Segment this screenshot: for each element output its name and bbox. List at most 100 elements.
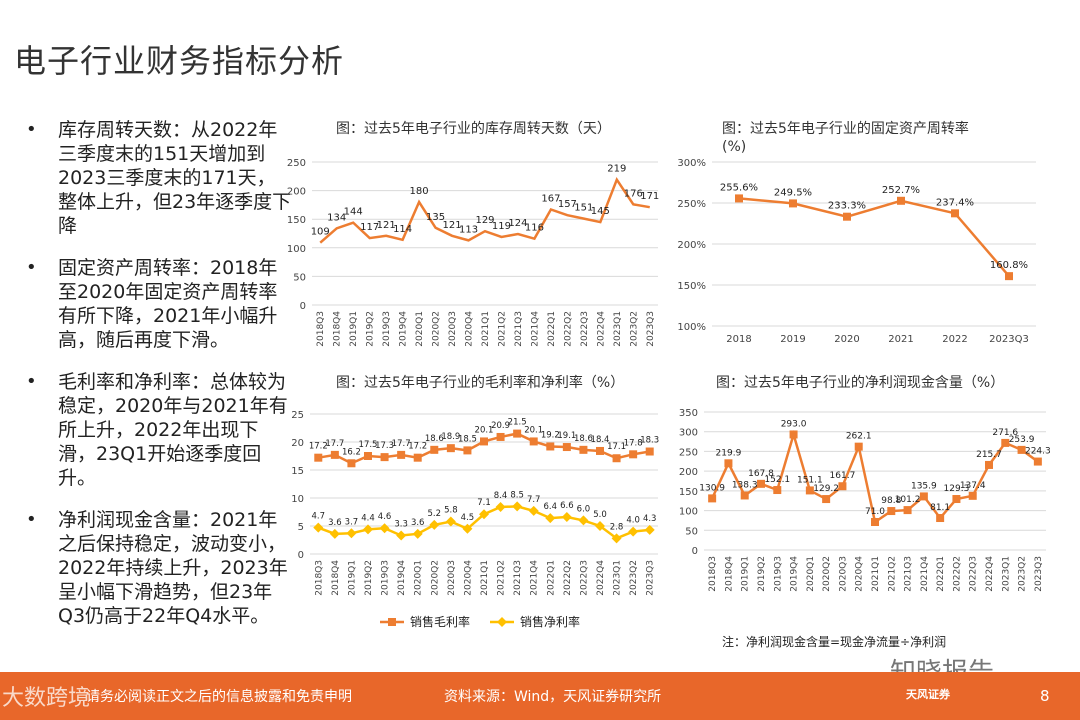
x-tick-label: 2023Q2 <box>629 560 639 596</box>
series-line <box>738 197 1010 277</box>
data-point <box>951 209 959 218</box>
data-point <box>952 495 961 504</box>
x-tick-label: 2019Q4 <box>790 556 800 592</box>
data-point <box>724 459 733 468</box>
x-tick-label: 2022Q1 <box>546 560 556 596</box>
data-point <box>463 446 472 455</box>
x-tick-label: 2020Q3 <box>838 556 848 592</box>
x-tick-label: 2020Q2 <box>430 560 440 596</box>
x-tick-label: 2020Q2 <box>432 311 442 347</box>
data-point <box>479 509 489 520</box>
x-tick-label: 2021 <box>888 334 913 345</box>
x-tick-label: 2021Q3 <box>904 556 914 592</box>
data-point <box>708 494 717 503</box>
x-tick-label: 2019Q3 <box>382 311 392 347</box>
watermark-left: 大数跨境 <box>2 686 91 711</box>
x-tick-label: 2022Q2 <box>563 560 573 596</box>
x-tick-label: 2019Q3 <box>381 560 391 596</box>
data-label: 167.8 <box>748 469 774 479</box>
x-tick-label: 2018Q4 <box>331 560 341 596</box>
data-label: 6.0 <box>577 504 591 514</box>
x-tick-label: 2021Q4 <box>530 560 540 596</box>
chart-margin-title: 图：过去5年电子行业的毛利率和净利率（%） <box>336 375 625 391</box>
legend-label: 销售净利率 <box>520 614 580 629</box>
bullet-text: 毛利率和净利率：总体较为稳定，2020年与2021年有所上升，2022年出现下滑… <box>58 371 288 489</box>
x-tick-label: 2023Q3 <box>646 311 656 347</box>
data-label: 119 <box>492 221 511 232</box>
x-tick-label: 2023Q2 <box>629 311 639 347</box>
data-label: 81.1 <box>930 503 950 513</box>
data-label: 124 <box>508 218 527 229</box>
data-point <box>897 196 905 205</box>
data-label: 224.3 <box>1025 447 1051 457</box>
chart-cash-title: 图：过去5年电子行业的净利润现金含量（%） <box>716 375 1005 391</box>
data-point <box>611 533 622 544</box>
chart-title-line2: (%) <box>722 139 747 155</box>
y-tick-label: 250% <box>677 199 706 210</box>
y-tick-label: 350 <box>679 408 698 419</box>
x-tick-label: 2019Q2 <box>366 311 376 347</box>
x-tick-label: 2023Q1 <box>1001 556 1011 592</box>
data-point <box>628 526 639 537</box>
data-label: 167 <box>541 193 560 204</box>
data-point <box>495 501 506 512</box>
x-tick-label: 2021Q4 <box>920 556 930 592</box>
bullet-dot: • <box>26 119 37 140</box>
bullet-margins: • 毛利率和净利率：总体较为稳定，2020年与2021年有所上升，2022年出现… <box>22 370 294 490</box>
data-point <box>919 492 928 501</box>
bullet-dot: • <box>26 509 37 530</box>
y-tick-label: 50 <box>293 272 306 283</box>
y-tick-label: 300% <box>677 158 706 169</box>
data-point <box>887 507 896 516</box>
data-point <box>380 453 389 462</box>
data-label: 101.2 <box>895 495 921 505</box>
data-label: 171 <box>640 191 659 202</box>
data-label: 262.1 <box>846 432 872 442</box>
data-label: 18.4 <box>591 435 610 445</box>
data-label: 17.1 <box>607 442 626 452</box>
data-label: 18.6 <box>425 434 444 444</box>
data-label: 129.2 <box>813 484 839 494</box>
data-point <box>936 514 945 523</box>
x-tick-label: 2022Q4 <box>596 311 606 347</box>
data-label: 7.1 <box>477 498 491 508</box>
data-label: 151.1 <box>797 475 823 485</box>
x-tick-label: 2023Q2 <box>1018 556 1028 592</box>
x-tick-label: 2022Q3 <box>580 311 590 347</box>
data-label: 253.9 <box>1009 435 1035 445</box>
x-tick-label: 2020Q3 <box>447 560 457 596</box>
data-label: 151 <box>574 203 593 214</box>
x-tick-label: 2020Q1 <box>415 311 425 347</box>
chart-gross-net-margin: 0 5 10 15 20 25 2018Q3 2018Q4 2019Q1 2019Q2 2019Q3… <box>291 410 659 629</box>
data-label: 121 <box>443 220 462 231</box>
data-point <box>446 444 455 453</box>
data-point <box>871 518 879 527</box>
x-tick-label: 2020Q4 <box>855 556 865 592</box>
data-label: 20.1 <box>524 425 543 435</box>
data-label: 20.1 <box>475 425 494 435</box>
data-point <box>346 528 357 539</box>
data-point <box>379 523 390 534</box>
data-point <box>329 528 340 539</box>
x-tick-label: 2020Q1 <box>414 560 424 596</box>
x-tick-label: 2020Q1 <box>806 556 816 592</box>
data-label: 145 <box>591 206 610 217</box>
legend-label: 销售毛利率 <box>410 614 470 629</box>
data-label: 8.4 <box>494 491 508 501</box>
data-label: 17.2 <box>309 442 328 452</box>
bullet-inventory: • 库存周转天数：从2022年三季度末的151天增加到2023三季度末的171天… <box>22 118 294 238</box>
x-tick-label: 2019Q2 <box>364 560 374 596</box>
data-label: 17.3 <box>375 441 394 451</box>
data-label: 160.8% <box>990 260 1028 271</box>
data-point <box>513 429 522 438</box>
data-point <box>629 450 638 459</box>
data-label: 18.9 <box>441 432 460 442</box>
data-label: 16.2 <box>342 447 361 457</box>
data-label: 3.7 <box>345 517 359 527</box>
x-tick-label: 2019Q2 <box>757 556 767 592</box>
x-tick-label: 2020Q4 <box>465 311 475 347</box>
data-point <box>773 486 782 495</box>
x-tick-label: 2022Q3 <box>969 556 979 592</box>
x-tick-label: 2022Q1 <box>547 311 557 347</box>
data-label: 271.6 <box>992 428 1018 438</box>
